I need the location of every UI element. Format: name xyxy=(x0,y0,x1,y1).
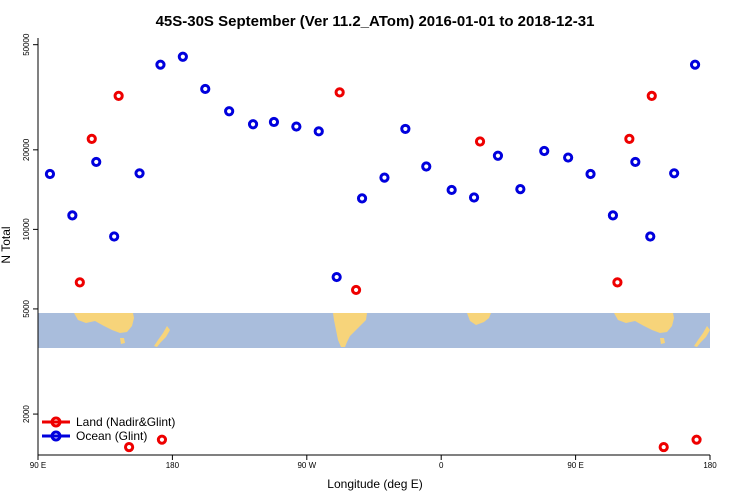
ocean-point xyxy=(91,156,102,168)
ocean-point xyxy=(379,172,390,183)
land-point xyxy=(612,277,623,288)
x-axis-ticks: 90 E 180 90 W 0 90 E 180 xyxy=(30,455,717,470)
x-tick-label: 0 xyxy=(439,461,444,470)
map-africa xyxy=(467,313,491,325)
land-point xyxy=(123,441,135,453)
ocean-point xyxy=(585,168,596,180)
ocean-point xyxy=(645,231,656,242)
map-ocean xyxy=(38,313,710,348)
ocean-point xyxy=(224,106,235,117)
legend-ocean-marker xyxy=(50,430,62,442)
land-point xyxy=(334,87,345,98)
legend-ocean-label: Ocean (Glint) xyxy=(76,429,147,443)
y-tick-label: 5000 xyxy=(22,299,31,317)
ocean-point xyxy=(134,168,145,179)
ocean-point xyxy=(268,116,280,128)
x-tick-label: 180 xyxy=(166,461,180,470)
ocean-point xyxy=(446,184,457,196)
land-point xyxy=(350,284,362,296)
ocean-point xyxy=(331,271,342,283)
legend: Land (Nadir&Glint) Ocean (Glint) xyxy=(42,415,175,443)
map-tasmania-left xyxy=(120,338,125,344)
data-points xyxy=(44,51,702,453)
x-tick-label: 90 W xyxy=(297,461,316,470)
map-australia-left xyxy=(74,313,134,333)
ocean-point xyxy=(607,210,619,221)
ocean-point xyxy=(468,192,480,203)
land-point xyxy=(74,277,85,288)
ocean-point xyxy=(630,156,641,168)
map-south-america xyxy=(333,313,367,347)
land-point xyxy=(113,90,124,102)
y-tick-label: 2000 xyxy=(22,405,31,423)
land-point xyxy=(86,133,97,144)
land-point xyxy=(624,133,635,144)
ocean-point xyxy=(109,231,120,242)
y-axis-ticks: 2000 5000 10000 20000 50000 xyxy=(22,33,38,423)
y-axis-label: N Total xyxy=(0,226,13,263)
ocean-point xyxy=(247,119,259,130)
y-tick-label: 20000 xyxy=(22,138,31,161)
ocean-point xyxy=(669,168,680,179)
x-tick-label: 180 xyxy=(703,461,717,470)
ocean-point xyxy=(155,59,166,70)
ocean-point xyxy=(67,210,78,221)
ocean-point xyxy=(291,121,302,132)
ocean-point xyxy=(313,126,324,137)
ocean-point xyxy=(689,59,701,70)
ocean-point xyxy=(177,51,188,62)
ocean-point xyxy=(421,161,432,172)
ocean-point xyxy=(492,150,504,161)
x-tick-label: 90 E xyxy=(567,461,583,470)
legend-land-label: Land (Nadir&Glint) xyxy=(76,415,175,429)
ocean-point xyxy=(356,193,368,204)
ocean-point xyxy=(515,184,526,195)
ocean-point xyxy=(200,83,211,95)
land-point xyxy=(691,434,702,445)
y-tick-label: 50000 xyxy=(22,33,31,56)
x-axis-label: Longitude (deg E) xyxy=(327,477,422,491)
ocean-point xyxy=(44,168,56,180)
x-tick-label: 90 E xyxy=(30,461,46,470)
map-australia-right xyxy=(614,313,674,333)
legend-land-marker xyxy=(50,416,62,428)
world-map-strip xyxy=(38,313,710,348)
land-point xyxy=(646,90,657,102)
map-new-zealand-right xyxy=(694,326,710,347)
land-point xyxy=(156,434,168,445)
ocean-point xyxy=(400,123,411,135)
map-new-zealand-left xyxy=(154,326,170,347)
y-tick-label: 10000 xyxy=(22,218,31,241)
ocean-point xyxy=(539,145,550,157)
map-tasmania-right xyxy=(660,338,665,344)
chart-title: 45S-30S September (Ver 11.2_ATom) 2016-0… xyxy=(156,13,595,30)
land-point xyxy=(474,136,486,147)
land-point xyxy=(658,441,669,453)
ocean-point xyxy=(563,152,574,163)
